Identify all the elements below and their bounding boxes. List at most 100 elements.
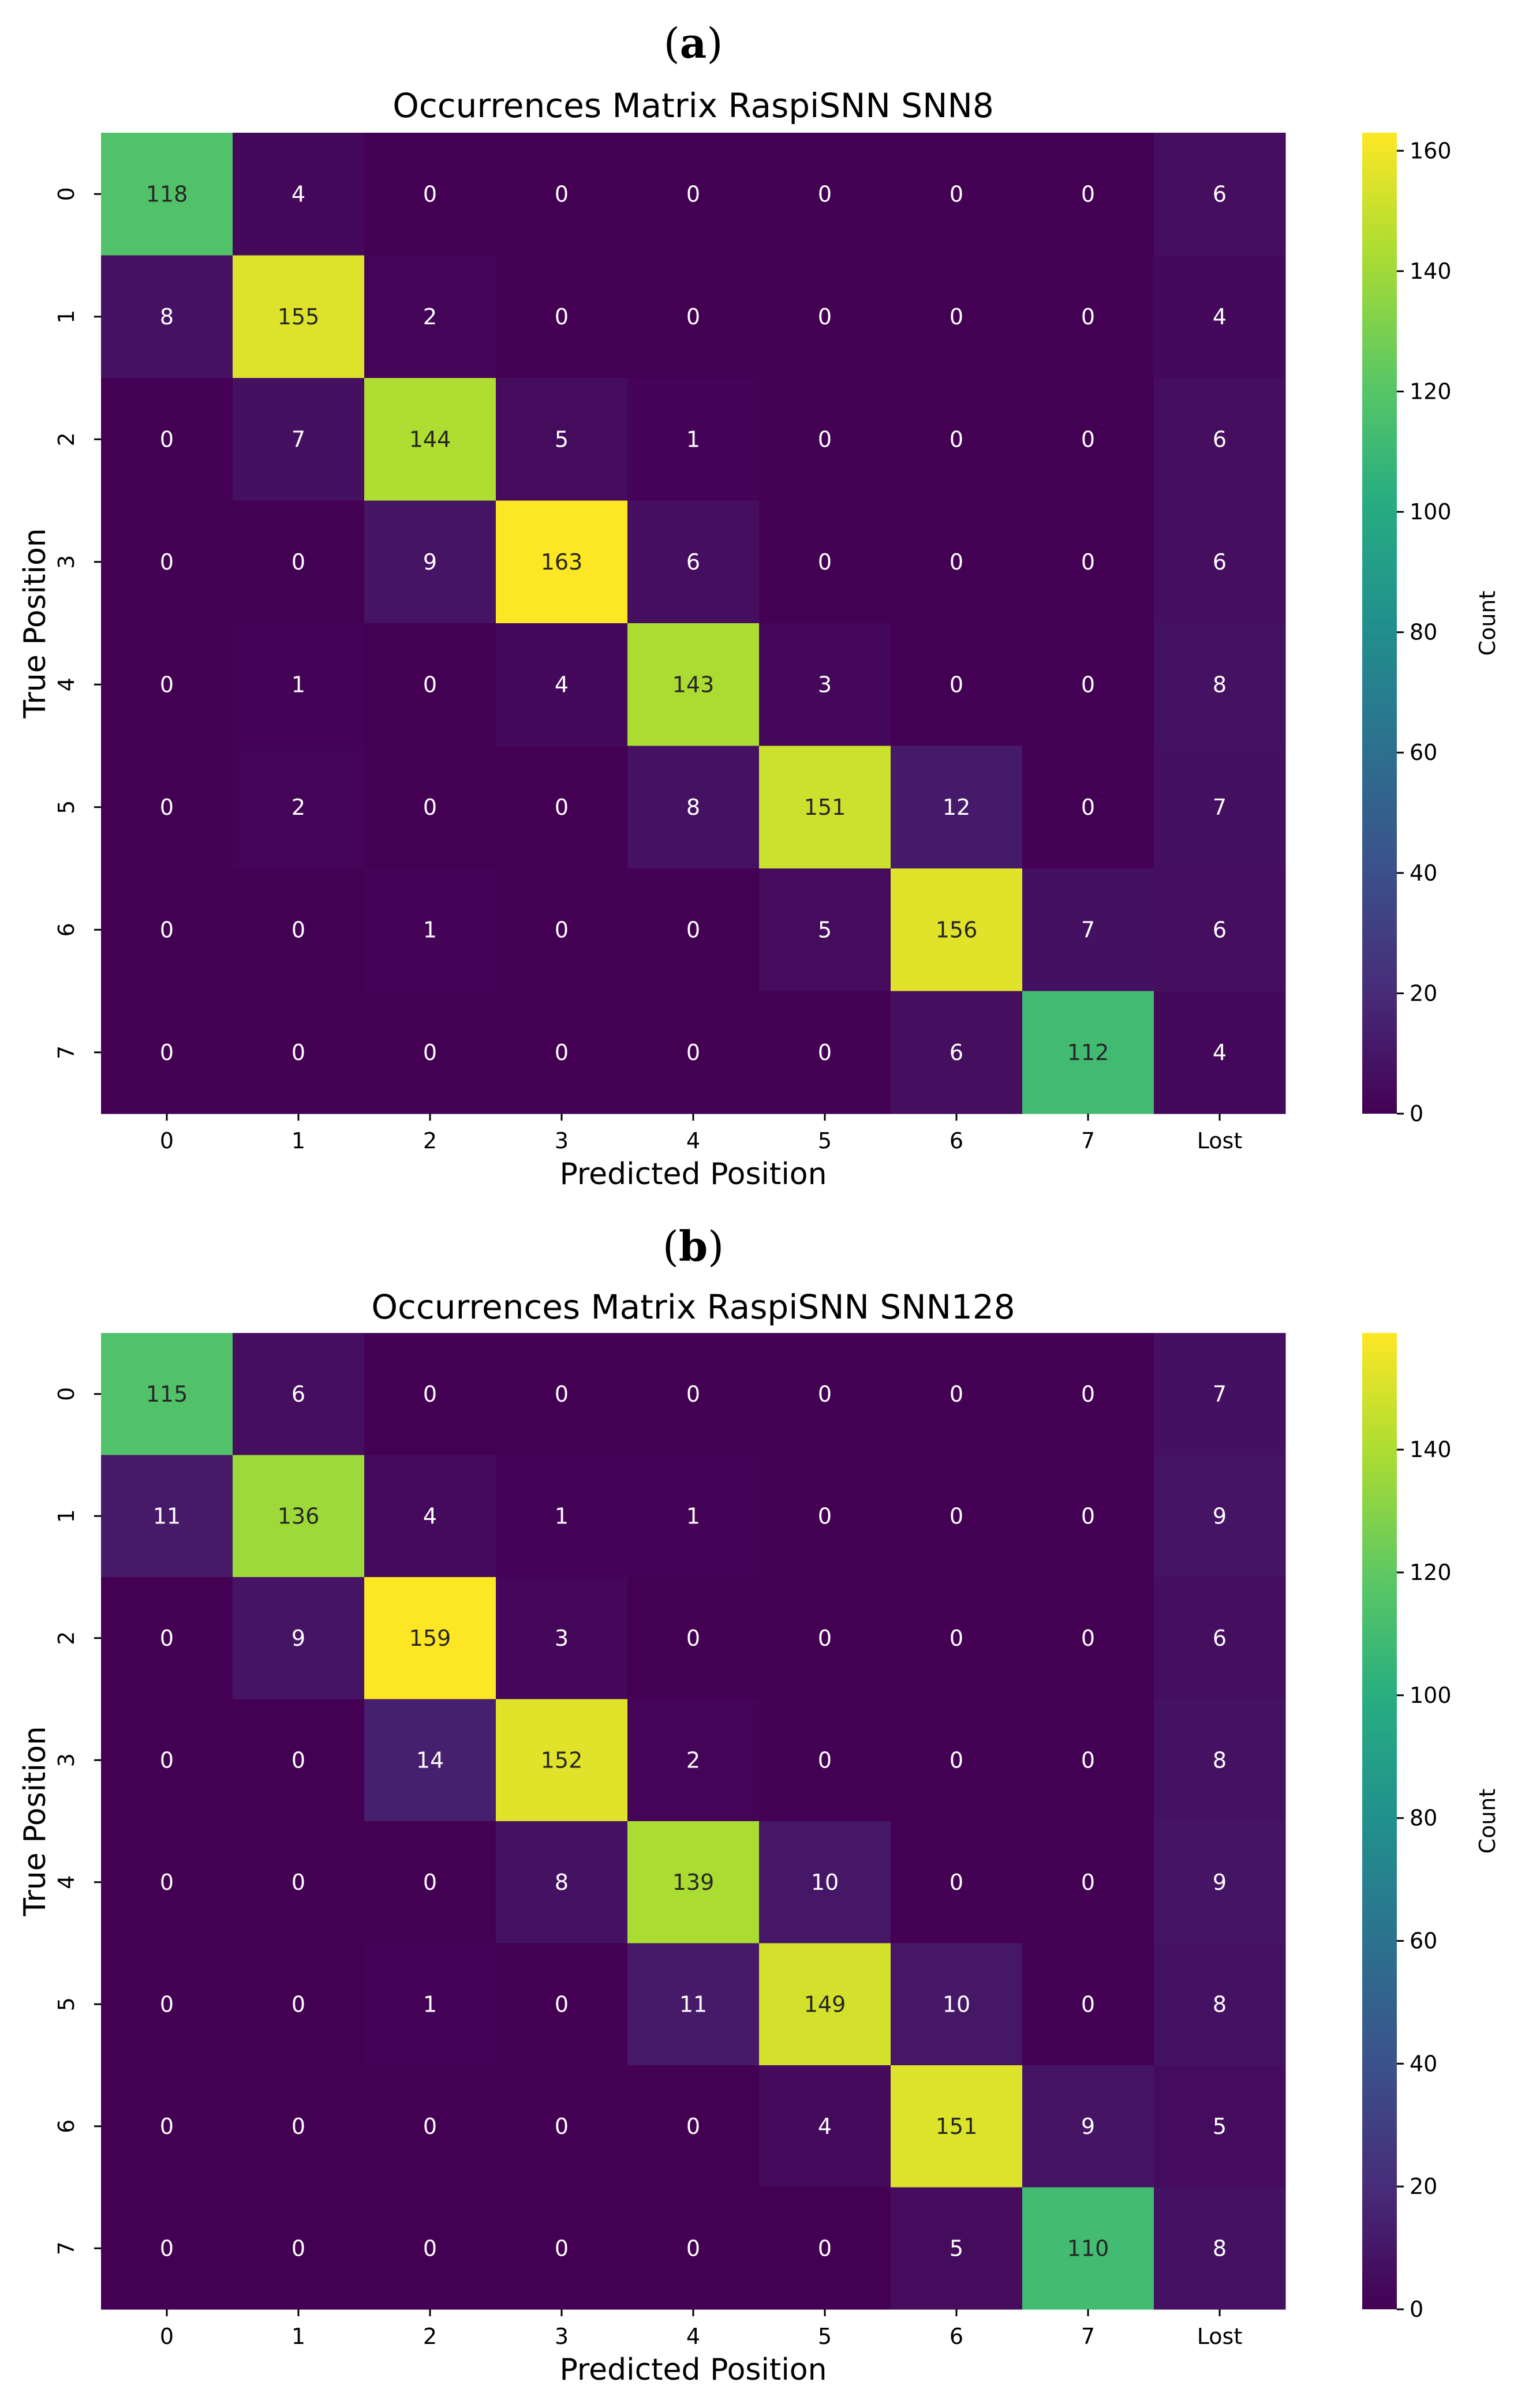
- cell-value-label: 0: [1081, 1747, 1095, 1773]
- colorbar-label: Count: [1475, 591, 1500, 656]
- heatmap-cell: [1022, 2187, 1154, 2310]
- cell-value-label: 156: [936, 917, 978, 942]
- cell-value-label: 12: [943, 795, 970, 820]
- cell-value-label: 2: [423, 304, 437, 329]
- cell-value-label: 0: [291, 1747, 305, 1773]
- cell-value-label: 0: [818, 1503, 832, 1529]
- heatmap-cell: [496, 623, 628, 746]
- y-tick-label: 5: [54, 800, 79, 814]
- heatmap-cell: [759, 2065, 891, 2188]
- colorbar-tick-label: 80: [1410, 1806, 1437, 1831]
- heatmap-cell: [101, 378, 233, 501]
- cell-value-label: 0: [160, 549, 174, 575]
- cell-value-label: 8: [1213, 2235, 1227, 2261]
- y-tick-label: 1: [54, 310, 79, 324]
- cell-value-label: 0: [555, 795, 569, 820]
- cell-value-label: 115: [146, 1381, 188, 1407]
- cell-value-label: 0: [160, 1747, 174, 1773]
- heatmap-cell: [627, 746, 760, 869]
- colorbar-tick-label: 0: [1410, 2297, 1423, 2322]
- heatmap-cell: [891, 500, 1023, 624]
- cell-value-label: 143: [672, 672, 715, 697]
- x-tick-label: 1: [291, 2324, 305, 2349]
- y-tick-label: 0: [54, 187, 79, 201]
- heatmap-cell: [364, 1333, 496, 1455]
- y-tick-label: 1: [54, 1509, 79, 1523]
- heatmap-cell: [496, 991, 628, 1114]
- panel-label-paren: (: [664, 19, 680, 68]
- heatmap-cell: [233, 1577, 365, 1699]
- heatmap-cell: [496, 1699, 628, 1822]
- cell-value-label: 0: [555, 1381, 569, 1407]
- heatmap-cell: [233, 991, 365, 1114]
- cell-value-label: 0: [291, 549, 305, 575]
- heatmap-cell: [1022, 1821, 1154, 1943]
- x-tick-label: 5: [818, 1128, 832, 1154]
- heatmap-cell: [364, 1577, 496, 1699]
- x-tick-label: 3: [555, 1128, 569, 1154]
- cell-value-label: 11: [153, 1503, 181, 1529]
- heatmap-cell: [1154, 746, 1286, 869]
- cell-value-label: 8: [555, 1870, 569, 1895]
- x-tick-label: 3: [555, 2324, 569, 2349]
- cell-value-label: 0: [686, 1626, 700, 1651]
- cell-value-label: 5: [818, 917, 832, 942]
- x-tick-label: 6: [950, 2324, 963, 2349]
- heatmap-cell: [233, 133, 365, 256]
- heatmap-cell: [496, 133, 628, 256]
- colorbar-tick-label: 160: [1410, 138, 1452, 163]
- cell-value-label: 0: [160, 672, 174, 697]
- heatmap-cell: [627, 1333, 760, 1455]
- x-axis-label: Predicted Position: [559, 2353, 827, 2387]
- heatmap-cell: [1154, 500, 1286, 624]
- heatmap-cell: [627, 378, 760, 501]
- y-tick-label: 4: [54, 677, 79, 691]
- colorbar-tick-label: 40: [1410, 860, 1437, 886]
- cell-value-label: 2: [686, 1747, 700, 1773]
- heatmap-cell: [233, 1455, 365, 1578]
- cell-value-label: 1: [555, 1503, 569, 1529]
- cell-value-label: 0: [950, 426, 963, 452]
- heatmap-cell: [364, 1455, 496, 1578]
- heatmap-cell: [233, 623, 365, 746]
- heatmap-cell: [233, 378, 365, 501]
- cell-value-label: 1: [423, 917, 437, 942]
- heatmap-cell: [1022, 1699, 1154, 1822]
- cell-value-label: 9: [291, 1626, 305, 1651]
- heatmap-cell: [101, 991, 233, 1114]
- cell-value-label: 6: [686, 549, 700, 575]
- colorbar: [1362, 133, 1397, 1114]
- colorbar-tick-label: 20: [1410, 980, 1437, 1006]
- cell-value-label: 7: [1213, 795, 1227, 820]
- panel-label-letter: b: [679, 1222, 708, 1271]
- cell-value-label: 5: [1213, 2114, 1227, 2139]
- y-tick-label: 4: [54, 1875, 79, 1889]
- heatmap-panel-b: (b)Occurrences Matrix RaspiSNN SNN128115…: [18, 1222, 1500, 2387]
- heatmap-cell: [1154, 1577, 1286, 1699]
- cell-value-label: 0: [160, 1991, 174, 2017]
- cell-value-label: 5: [555, 426, 569, 452]
- cell-value-label: 151: [936, 2114, 978, 2139]
- y-tick-label: 5: [54, 1997, 79, 2011]
- cell-value-label: 155: [278, 304, 320, 329]
- cell-value-label: 152: [541, 1747, 583, 1773]
- cell-value-label: 151: [804, 795, 846, 820]
- cell-value-label: 0: [1081, 304, 1095, 329]
- heatmap-cell: [364, 133, 496, 256]
- heatmap-cell: [891, 991, 1023, 1114]
- heatmap-cell: [1154, 1821, 1286, 1943]
- heatmap-cell: [1154, 378, 1286, 501]
- cell-value-label: 0: [686, 2235, 700, 2261]
- x-tick-label: 2: [423, 1128, 437, 1154]
- colorbar-tick-label: 140: [1410, 259, 1452, 284]
- heatmap-cell: [759, 991, 891, 1114]
- cell-value-label: 0: [950, 304, 963, 329]
- heatmap-cell: [891, 133, 1023, 256]
- heatmap-cell: [1154, 623, 1286, 746]
- colorbar-label: Count: [1475, 1789, 1500, 1854]
- panel-label-paren: ): [707, 19, 723, 68]
- cell-value-label: 6: [1213, 1626, 1227, 1651]
- heatmap-cell: [1022, 991, 1154, 1114]
- cell-value-label: 5: [950, 2235, 963, 2261]
- heatmap-cell: [101, 1943, 233, 2066]
